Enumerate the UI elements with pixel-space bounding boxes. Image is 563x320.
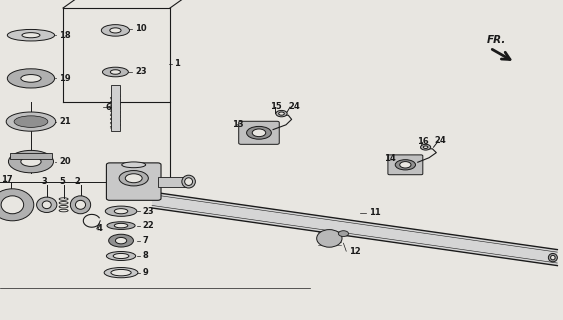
Ellipse shape <box>107 222 135 229</box>
Text: 18: 18 <box>59 31 71 40</box>
Ellipse shape <box>14 116 48 127</box>
Ellipse shape <box>21 75 41 82</box>
Polygon shape <box>152 192 557 266</box>
Text: 19: 19 <box>59 74 71 83</box>
Ellipse shape <box>185 178 193 185</box>
Bar <box>158 177 186 187</box>
Text: 3: 3 <box>41 177 47 186</box>
Text: 9: 9 <box>142 268 148 277</box>
Ellipse shape <box>279 112 284 115</box>
Ellipse shape <box>106 252 136 260</box>
Ellipse shape <box>421 144 431 150</box>
Text: FR.: FR. <box>487 35 506 45</box>
Ellipse shape <box>126 174 142 183</box>
Ellipse shape <box>19 116 43 127</box>
Ellipse shape <box>101 25 129 36</box>
Ellipse shape <box>37 197 57 212</box>
Ellipse shape <box>119 171 149 186</box>
Ellipse shape <box>111 269 131 276</box>
Text: 13: 13 <box>232 120 244 129</box>
Ellipse shape <box>1 196 24 214</box>
Text: 11: 11 <box>369 208 381 217</box>
Ellipse shape <box>75 200 86 209</box>
FancyBboxPatch shape <box>106 163 161 200</box>
Text: 23: 23 <box>142 207 154 216</box>
Ellipse shape <box>316 230 342 247</box>
Ellipse shape <box>110 28 121 33</box>
Text: 5: 5 <box>59 177 65 186</box>
Ellipse shape <box>21 157 41 166</box>
Text: 10: 10 <box>135 24 147 33</box>
Text: 22: 22 <box>142 221 154 230</box>
Text: 16: 16 <box>417 137 428 146</box>
Text: 14: 14 <box>384 154 396 163</box>
Ellipse shape <box>8 150 53 173</box>
Ellipse shape <box>423 146 428 148</box>
Ellipse shape <box>7 69 55 88</box>
Text: 24: 24 <box>288 102 300 111</box>
Ellipse shape <box>395 160 415 170</box>
Ellipse shape <box>7 29 55 41</box>
Text: 7: 7 <box>142 236 148 245</box>
Ellipse shape <box>114 223 128 228</box>
Ellipse shape <box>0 189 34 221</box>
Text: 20: 20 <box>59 157 71 166</box>
Ellipse shape <box>104 268 138 278</box>
FancyBboxPatch shape <box>239 121 279 144</box>
Ellipse shape <box>122 162 146 168</box>
Ellipse shape <box>182 175 195 188</box>
Ellipse shape <box>110 70 120 74</box>
Ellipse shape <box>115 237 127 244</box>
Ellipse shape <box>252 129 266 137</box>
Bar <box>10 153 52 159</box>
Ellipse shape <box>109 234 133 247</box>
FancyBboxPatch shape <box>388 155 423 175</box>
Text: 4: 4 <box>97 224 102 233</box>
Ellipse shape <box>551 255 555 260</box>
Ellipse shape <box>247 126 271 139</box>
Text: 6: 6 <box>106 103 111 112</box>
Text: 24: 24 <box>435 136 446 145</box>
Ellipse shape <box>548 253 557 262</box>
Ellipse shape <box>102 67 128 77</box>
Ellipse shape <box>22 33 40 38</box>
Bar <box>111 85 120 131</box>
Text: 15: 15 <box>270 102 282 111</box>
Text: 1: 1 <box>175 60 180 68</box>
Ellipse shape <box>276 110 287 117</box>
Ellipse shape <box>42 201 51 209</box>
Text: 23: 23 <box>135 68 147 76</box>
Ellipse shape <box>338 231 348 236</box>
Text: 21: 21 <box>59 117 71 126</box>
Ellipse shape <box>400 162 411 168</box>
Text: 12: 12 <box>349 247 361 256</box>
Text: 8: 8 <box>142 252 148 260</box>
Ellipse shape <box>113 253 129 259</box>
Ellipse shape <box>6 112 56 131</box>
Text: 17: 17 <box>1 175 13 184</box>
Text: 2: 2 <box>75 177 81 186</box>
Ellipse shape <box>114 209 128 214</box>
Ellipse shape <box>105 206 137 216</box>
Ellipse shape <box>70 196 91 214</box>
